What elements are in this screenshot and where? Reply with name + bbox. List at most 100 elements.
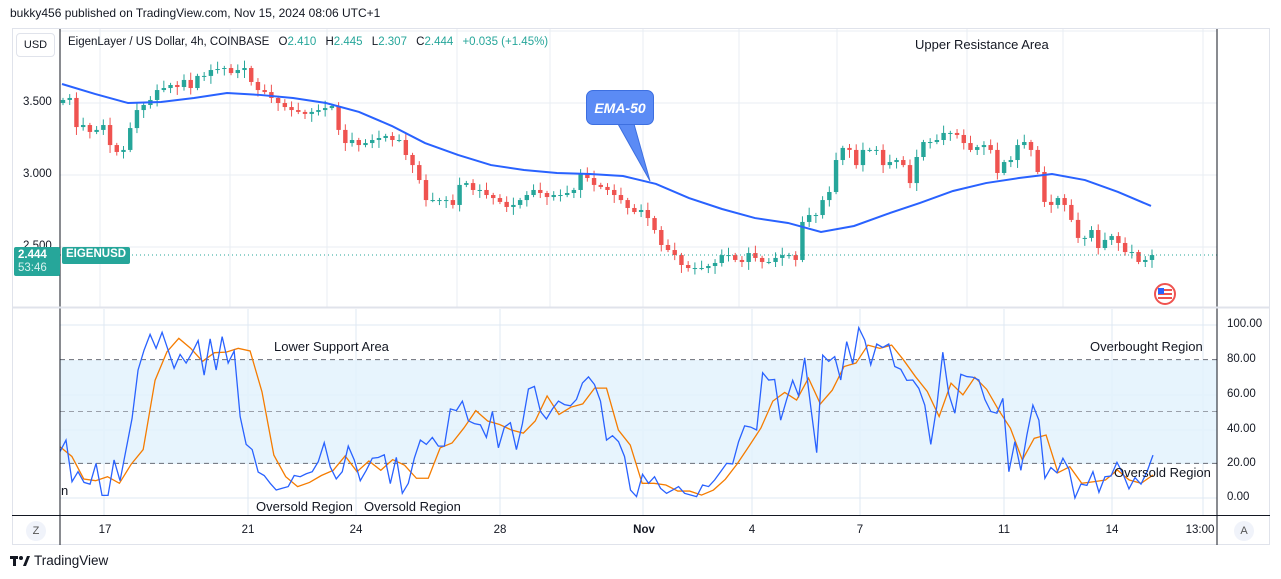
candle	[934, 134, 940, 145]
candle-body	[887, 162, 893, 166]
candle-body	[296, 110, 301, 112]
candle-body	[175, 85, 180, 88]
candle	[470, 179, 476, 196]
candle-body	[484, 189, 489, 196]
candle-body	[1136, 252, 1141, 262]
candle-body	[390, 135, 395, 141]
candle-body	[1028, 142, 1034, 150]
candle	[712, 259, 718, 274]
candle	[141, 102, 146, 118]
candle	[632, 204, 637, 215]
candle	[201, 72, 207, 81]
time-tick: 11	[998, 524, 1010, 536]
candle-body	[470, 183, 476, 190]
candle-body	[632, 207, 637, 213]
candle	[786, 252, 792, 259]
candle-body	[564, 193, 570, 196]
candle	[477, 184, 482, 198]
candle	[94, 126, 99, 135]
candle	[914, 149, 919, 191]
candle	[531, 184, 536, 198]
candle-body	[625, 200, 630, 208]
candle-body	[1015, 145, 1020, 161]
candle	[753, 245, 758, 262]
candle-body	[1055, 198, 1061, 205]
candle-body	[672, 250, 677, 256]
candle	[262, 84, 267, 95]
candle-body	[699, 268, 704, 270]
candle-body	[1069, 204, 1074, 220]
candle	[282, 99, 288, 111]
candle-body	[961, 134, 966, 144]
candle-body	[517, 200, 523, 205]
candle-body	[302, 111, 308, 114]
candle	[860, 142, 866, 172]
candle	[638, 204, 644, 218]
candle-body	[1109, 236, 1114, 240]
candle-body	[598, 184, 603, 187]
candle	[746, 247, 751, 270]
candle-body	[188, 79, 193, 89]
candle	[1116, 232, 1121, 251]
candle-body	[618, 195, 624, 201]
candle	[907, 159, 913, 189]
candle	[228, 64, 234, 76]
candle-body	[343, 129, 348, 144]
price-tick: 3.500	[23, 96, 52, 108]
candle-body	[1089, 230, 1094, 238]
candle	[551, 191, 556, 201]
candle-body	[638, 209, 644, 213]
rsi-tick: 0.00	[1227, 491, 1250, 503]
candle	[376, 130, 382, 148]
candle	[255, 78, 261, 97]
candle	[107, 117, 113, 153]
lower-support-label: Lower Support Area	[274, 339, 389, 354]
candle-body	[1035, 149, 1040, 172]
close-label: C	[416, 36, 425, 48]
candle	[659, 226, 664, 252]
currency-button[interactable]: USD	[16, 33, 55, 57]
oversold-label: Oversold Region	[364, 499, 461, 514]
candle	[1089, 226, 1094, 242]
oversold-label: Oversold Region	[256, 499, 353, 514]
candle	[275, 95, 281, 111]
candle-body	[941, 132, 946, 141]
ema-callout[interactable]: EMA-50	[586, 90, 654, 125]
time-tick: Nov	[633, 524, 655, 536]
candle-body	[793, 255, 798, 260]
symbol-description[interactable]: EigenLayer / US Dollar, 4h, COINBASE	[68, 36, 270, 48]
candle-body	[558, 195, 563, 197]
candle	[101, 119, 106, 135]
candle	[410, 152, 415, 173]
change-value: +0.035 (+1.45%)	[462, 36, 549, 48]
candle-body	[262, 90, 267, 93]
rsi-tick: 20.00	[1227, 457, 1256, 469]
candle-body	[181, 79, 187, 88]
auto-zoom-button[interactable]: Z	[26, 521, 46, 541]
candle-body	[988, 145, 993, 150]
candle	[249, 65, 254, 86]
candle-body	[228, 68, 234, 74]
candle	[1008, 156, 1014, 168]
candle	[927, 138, 933, 149]
price-tick: 3.000	[23, 168, 52, 180]
candle	[1082, 235, 1087, 246]
candle-body	[1129, 252, 1135, 254]
rsi-signal-line	[59, 337, 1154, 496]
publish-info: bukky456 published on TradingView.com, N…	[10, 6, 381, 20]
candle-body	[1048, 201, 1054, 205]
candle	[921, 139, 926, 161]
candle	[383, 133, 388, 142]
candle	[1129, 244, 1135, 259]
candle	[766, 258, 772, 265]
tradingview-logo[interactable]: TradingView	[10, 553, 108, 568]
candle	[618, 187, 624, 204]
ema-callout-pointer	[617, 123, 651, 182]
candle-body	[356, 140, 361, 146]
chart-frame	[12, 28, 1270, 545]
auto-scale-button[interactable]: A	[1234, 521, 1254, 541]
candle-body	[457, 184, 462, 205]
candle	[1122, 237, 1128, 256]
candle	[343, 124, 348, 151]
